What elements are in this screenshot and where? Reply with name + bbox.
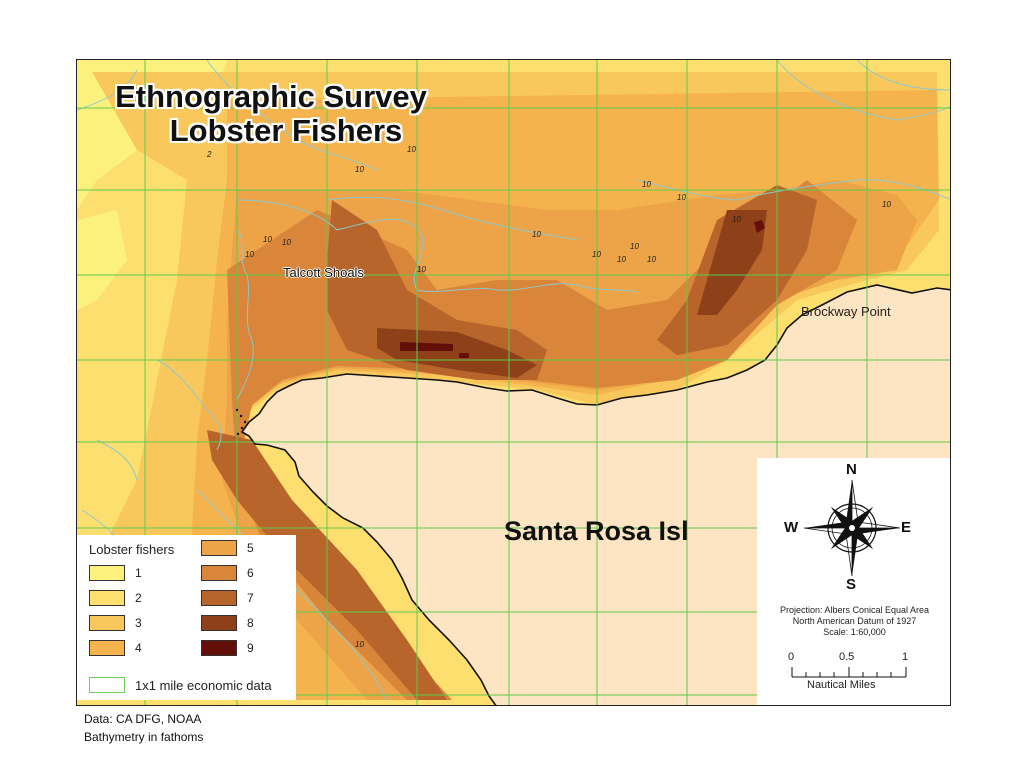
compass-north: N: [846, 461, 857, 478]
compass-rose-icon: [803, 479, 901, 577]
legend-label: 2: [135, 591, 142, 605]
projection-line-3: Scale: 1:60,000: [823, 627, 886, 637]
compass-west: W: [784, 519, 799, 536]
depth-label: 10: [355, 640, 364, 649]
legend-swatch: [201, 540, 237, 556]
legend-swatch: [201, 640, 237, 656]
legend-label: 5: [247, 541, 254, 555]
depth-label: 10: [882, 200, 891, 209]
place-label-brockway-point: Brockway Point: [801, 304, 891, 319]
map-title: Ethnographic Survey Lobster Fishers: [91, 80, 451, 148]
compass-south: S: [846, 576, 857, 593]
map-frame: Ethnographic Survey Lobster Fishers 10 1…: [76, 59, 951, 706]
projection-line-1: Projection: Albers Conical Equal Area: [779, 605, 930, 615]
depth-label: 10: [677, 193, 686, 202]
fishing-zone-class-8-east: [697, 210, 767, 315]
legend-label: 8: [247, 616, 254, 630]
map-title-line2: Lobster Fishers: [169, 113, 403, 148]
island-label: Santa Rosa Isl: [504, 516, 689, 546]
depth-label: 10: [407, 145, 416, 154]
depth-label: 10: [642, 180, 651, 189]
legend-swatch: [89, 615, 125, 631]
depth-label: 10: [282, 238, 291, 247]
scale-units: Nautical Miles: [807, 679, 876, 691]
legend-grid-label: 1x1 mile economic data: [135, 678, 272, 693]
footer-bathymetry-note: Bathymetry in fathoms: [84, 730, 204, 744]
depth-label: 10: [592, 250, 601, 259]
depth-label: 2: [207, 150, 212, 159]
bathymetry-contours: [77, 60, 950, 701]
legend-swatch: [201, 615, 237, 631]
legend-swatch: [201, 565, 237, 581]
scale-tick-1: 1: [902, 651, 909, 663]
depth-label: 10: [532, 230, 541, 239]
depth-label: 10: [647, 255, 656, 264]
depth-label: 10: [263, 235, 272, 244]
scale-tick-half: 0.5: [839, 651, 855, 663]
compass-east: E: [901, 519, 912, 536]
fishing-zone-class-9-spot: [754, 220, 765, 233]
legend-grid-swatch: [89, 677, 125, 693]
place-label-talcott-shoals: Talcott Shoals: [283, 265, 364, 280]
depth-label: 10: [355, 165, 364, 174]
depth-label: 10: [732, 215, 741, 224]
fishing-zone-class-9: [400, 342, 453, 351]
legend-label: 9: [247, 641, 254, 655]
legend-label: 1: [135, 566, 142, 580]
legend-swatch: [89, 565, 125, 581]
depth-label: 10: [630, 242, 639, 251]
legend-label: 4: [135, 641, 142, 655]
legend: Lobster fishers 1 2 3 4 5 6 7 8 9 1x1 mile econo…: [77, 535, 296, 700]
legend-swatch: [89, 640, 125, 656]
legend-swatch: [201, 590, 237, 606]
footer-data-source: Data: CA DFG, NOAA: [84, 712, 202, 726]
offshore-rocks: [235, 408, 247, 436]
depth-label: 10: [245, 250, 254, 259]
projection-line-2: North American Datum of 1927: [792, 616, 917, 626]
info-panel: N S W E: [757, 458, 950, 705]
fishing-zone-class-1-nw: [77, 210, 127, 310]
depth-label: 10: [617, 255, 626, 264]
scale-bar: [791, 667, 907, 678]
legend-swatch: [89, 590, 125, 606]
scale-tick-0: 0: [788, 651, 795, 663]
depth-label: 10: [417, 265, 426, 274]
map-title-line1: Ethnographic Survey: [115, 79, 427, 114]
legend-label: 6: [247, 566, 254, 580]
legend-title: Lobster fishers: [89, 542, 175, 557]
legend-label: 7: [247, 591, 254, 605]
legend-label: 3: [135, 616, 142, 630]
fishing-zone-class-9-dot: [459, 353, 469, 358]
